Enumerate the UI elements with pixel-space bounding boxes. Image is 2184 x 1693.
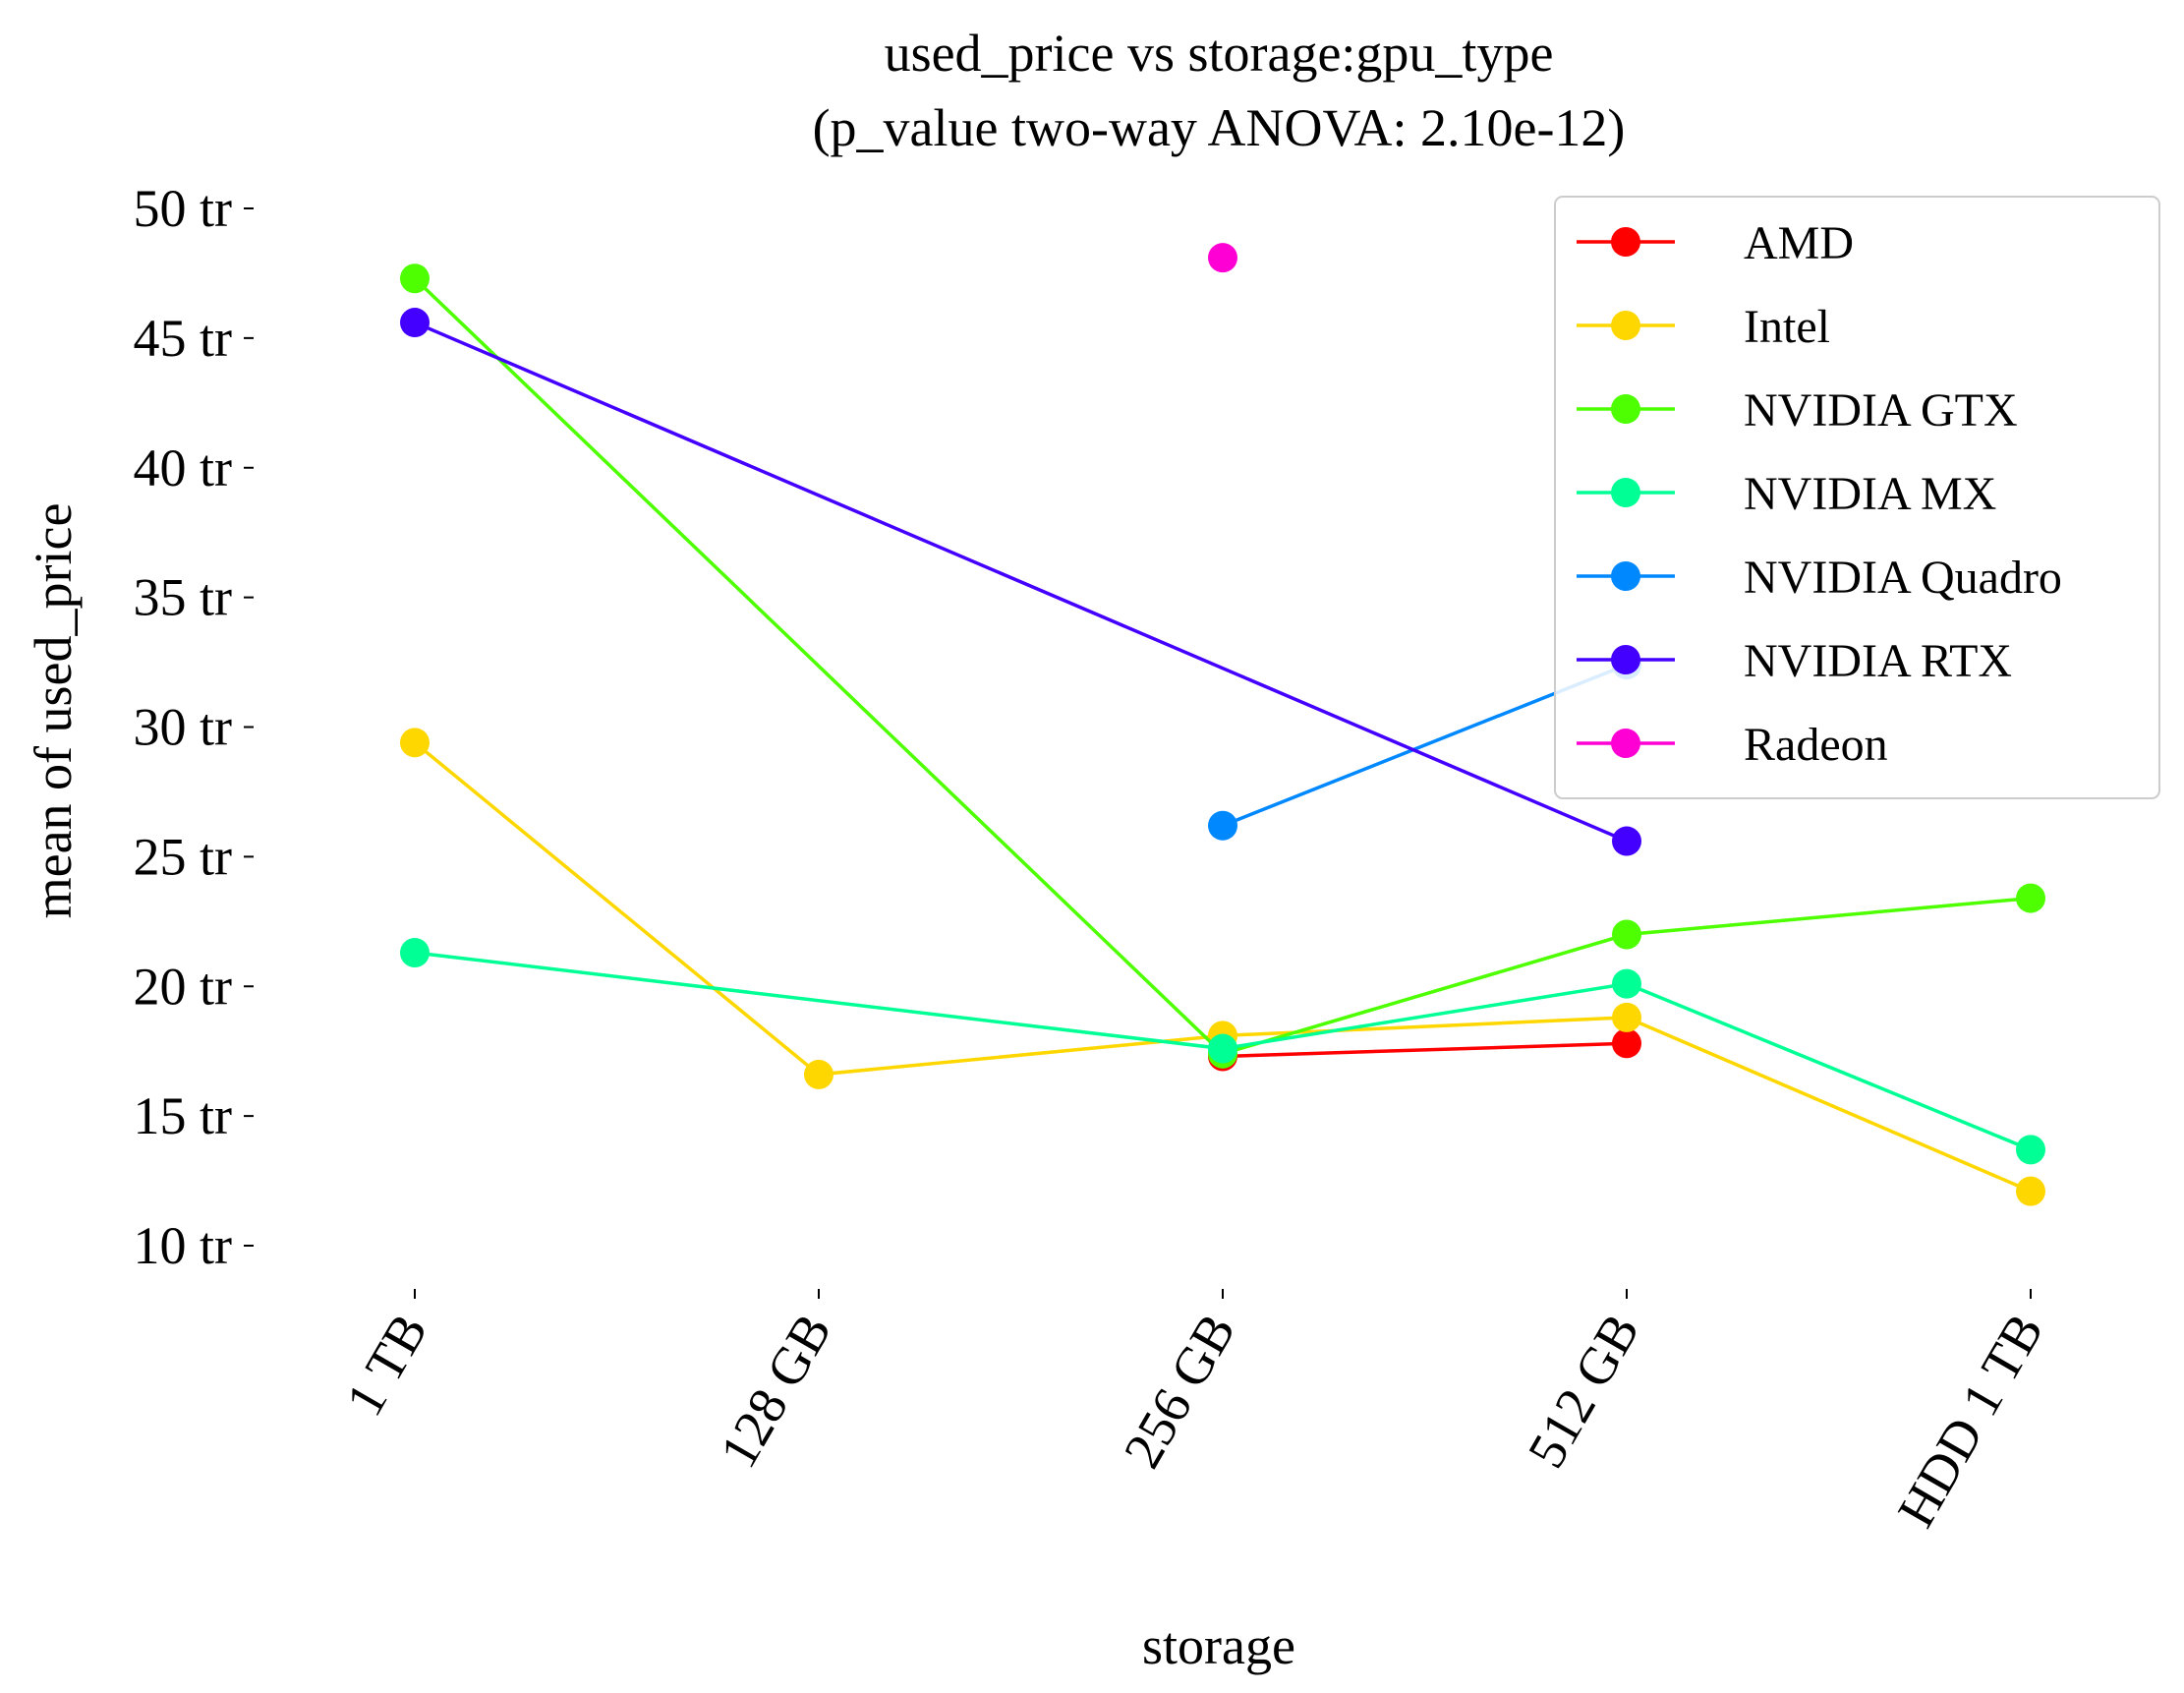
x-tick-label: 1 TB [334, 1304, 438, 1426]
data-point-radeon [1208, 243, 1237, 273]
data-point-nvidia-gtx [400, 263, 430, 294]
data-point-nvidia-mx [1612, 968, 1641, 999]
legend-item-radeon: Radeon [1577, 719, 1888, 771]
x-tick-label: HDD 1 TB [1886, 1304, 2054, 1537]
legend-label: NVIDIA MX [1744, 468, 1996, 520]
legend-swatch-marker [1611, 227, 1640, 257]
legend-label: NVIDIA Quadro [1744, 552, 2062, 604]
y-tick-label: 35 tr [134, 568, 233, 627]
legend-item-nvidia-quadro: NVIDIA Quadro [1577, 552, 2062, 604]
chart-title: used_price vs storage:gpu_type [885, 24, 1554, 83]
legend-label: Intel [1744, 301, 1830, 353]
x-tick-label: 512 GB [1517, 1304, 1651, 1478]
y-axis-label: mean of used_price [24, 503, 83, 919]
series-intel [400, 728, 2045, 1206]
data-point-nvidia-mx [400, 937, 430, 967]
series-line-amd [1222, 1041, 1628, 1059]
data-point-nvidia-mx [2016, 1135, 2045, 1165]
data-point-nvidia-mx [1208, 1033, 1237, 1064]
legend: AMD Intel NVIDIA GTX NVIDIA MX NVIDIA Quadro… [1554, 196, 2160, 799]
legend-swatch-marker [1611, 645, 1640, 674]
y-tick-label: 20 tr [134, 957, 233, 1016]
y-tick-label: 25 tr [134, 827, 233, 886]
x-axis-label: storage [1142, 1616, 1295, 1675]
data-point-intel [804, 1059, 833, 1089]
y-tick-label: 10 tr [134, 1216, 233, 1275]
legend-box [1554, 196, 2160, 799]
series-line-nvidia-rtx [414, 321, 1628, 844]
y-tick-label: 30 tr [134, 698, 233, 757]
data-point-nvidia-gtx [2016, 883, 2045, 913]
y-axis: 10 tr 15 tr 20 tr 25 tr 30 tr 35 tr 40 tr 45 tr… [134, 179, 254, 1275]
series-radeon [1208, 243, 1237, 273]
legend-item-intel: Intel [1577, 301, 1830, 353]
y-tick-label: 15 tr [134, 1086, 233, 1145]
data-point-nvidia-rtx [400, 308, 430, 338]
data-point-intel [400, 728, 430, 758]
y-tick-label: 45 tr [134, 309, 233, 368]
x-tick-label: 128 GB [709, 1304, 843, 1478]
y-tick-label: 50 tr [134, 179, 233, 238]
data-point-amd [1612, 1028, 1641, 1059]
x-axis: 1 TB 128 GB 256 GB 512 GB HDD 1 TB [334, 1289, 2054, 1537]
data-point-intel [1612, 1002, 1641, 1032]
data-point-nvidia-quadro [1208, 810, 1237, 841]
legend-label: NVIDIA GTX [1744, 384, 2018, 437]
series-nvidia-rtx [400, 308, 1641, 856]
x-tick-label: 256 GB [1113, 1304, 1247, 1478]
series-line-nvidia-gtx [413, 276, 2032, 1056]
legend-label: AMD [1744, 217, 1854, 269]
legend-swatch-marker [1611, 311, 1640, 340]
legend-label: Radeon [1744, 719, 1888, 771]
chart-subtitle: (p_value two-way ANOVA: 2.10e-12) [813, 98, 1626, 157]
legend-swatch-marker [1611, 478, 1640, 507]
data-point-nvidia-gtx [1612, 919, 1641, 950]
legend-item-nvidia-rtx: NVIDIA RTX [1577, 635, 2012, 687]
legend-swatch-marker [1611, 561, 1640, 591]
legend-swatch-marker [1611, 729, 1640, 758]
data-point-intel [2016, 1176, 2045, 1206]
series-line-intel [413, 740, 2032, 1194]
y-tick-label: 40 tr [134, 438, 233, 497]
legend-label: NVIDIA RTX [1744, 635, 2012, 687]
series-line-nvidia-mx [414, 951, 2032, 1152]
data-point-nvidia-rtx [1612, 826, 1641, 856]
series-nvidia-mx [400, 937, 2045, 1165]
legend-item-nvidia-mx: NVIDIA MX [1577, 468, 1996, 520]
legend-item-amd: AMD [1577, 217, 1854, 269]
legend-swatch-marker [1611, 394, 1640, 424]
legend-item-nvidia-gtx: NVIDIA GTX [1577, 384, 2018, 437]
